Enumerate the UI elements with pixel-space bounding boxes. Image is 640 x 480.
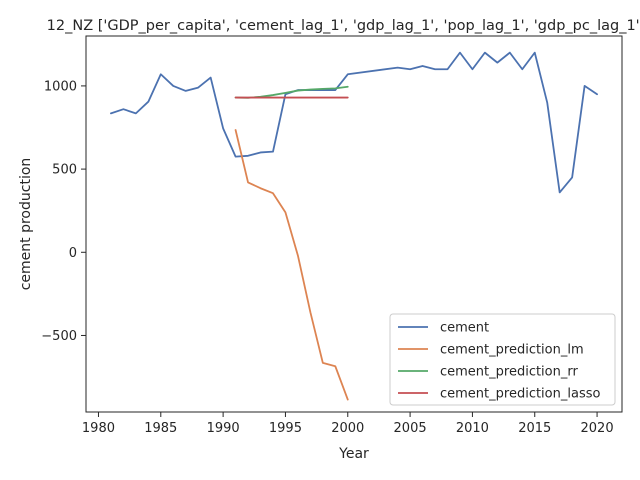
- x-tick-label: 2010: [456, 421, 489, 436]
- legend-box: [389, 313, 616, 406]
- series-line-cement: [110, 51, 598, 194]
- x-tick-label: 1990: [207, 421, 240, 436]
- x-tick-label: 2015: [518, 421, 551, 436]
- y-tick-label: 0: [69, 246, 77, 261]
- y-axis: −500 0 500 1000: [41, 79, 86, 344]
- series-line-cement-prediction-lm: [234, 129, 349, 401]
- x-tick-label: 2005: [394, 421, 427, 436]
- legend-label: cement_prediction_rr: [440, 365, 578, 380]
- x-tick-label: 1980: [82, 421, 115, 436]
- x-tick-label: 2000: [331, 421, 364, 436]
- legend-label: cement_prediction_lasso: [440, 387, 600, 402]
- y-tick-label: 1000: [44, 79, 77, 94]
- x-axis: 1980 1985 1990 1995 2000 2005 2010 2015 2020: [82, 412, 614, 436]
- y-tick-label: 500: [52, 163, 77, 178]
- x-tick-label: 2020: [581, 421, 614, 436]
- x-tick-label: 1995: [269, 421, 302, 436]
- legend: cement cement_prediction_lm cement_predict…: [389, 313, 616, 406]
- legend-label: cement_prediction_lm: [440, 343, 584, 358]
- chart-title: 12_NZ ['GDP_per_capita', 'cement_lag_1',…: [47, 18, 640, 34]
- x-tick-label: 1985: [144, 421, 177, 436]
- y-axis-label: cement production: [18, 158, 34, 291]
- plot-frame: [85, 35, 623, 413]
- x-axis-label: Year: [338, 446, 369, 462]
- plot-area: [110, 51, 598, 401]
- y-tick-label: −500: [41, 329, 77, 344]
- legend-label: cement: [440, 321, 489, 336]
